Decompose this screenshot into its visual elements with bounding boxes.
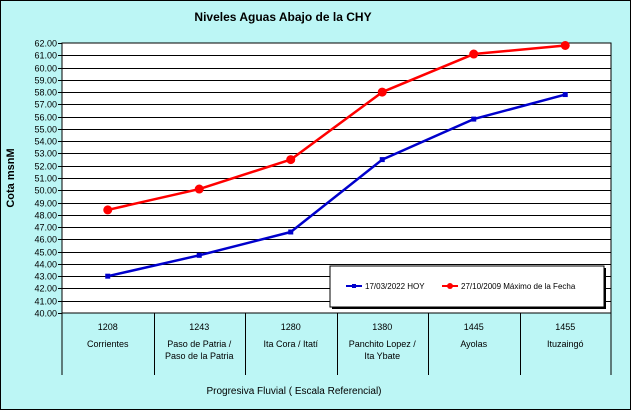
category-code-label: 1445 [464, 322, 484, 332]
series-layer [103, 40, 570, 279]
y-tick-label: 43.00 [34, 272, 57, 282]
chart-title: Niveles Aguas Abajo de la CHY [194, 10, 371, 24]
series-1-point [196, 252, 202, 258]
legend-swatch-marker [352, 284, 356, 288]
y-tick-label: 55.00 [34, 125, 57, 135]
y-tick-label: 50.00 [34, 186, 57, 196]
y-tick-label: 44.00 [34, 260, 57, 270]
series-2-point [469, 49, 479, 59]
y-tick-label: 46.00 [34, 235, 57, 245]
y-tick-label: 54.00 [34, 137, 57, 147]
y-tick-label: 47.00 [34, 223, 57, 233]
y-tick-label: 41.00 [34, 297, 57, 307]
series-2-point [560, 40, 570, 50]
y-tick-label: 53.00 [34, 149, 57, 159]
series-2-point [377, 87, 387, 97]
series-2-point [286, 155, 296, 165]
y-tick-label: 48.00 [34, 211, 57, 221]
series-1-point [288, 229, 294, 235]
legend-label: 27/10/2009 Máximo de la Fecha [461, 282, 576, 291]
category-name-label: Paso de la Patria [165, 351, 234, 361]
category-code-label: 1455 [555, 322, 575, 332]
y-tick-label: 51.00 [34, 174, 57, 184]
category-name-label: Panchito Lopez / [349, 339, 417, 349]
category-name-label: Corrientes [87, 339, 129, 349]
category-code-label: 1208 [98, 322, 118, 332]
legend-label: 17/03/2022 HOY [365, 282, 425, 291]
y-tick-label: 56.00 [34, 113, 57, 123]
y-tick-label: 57.00 [34, 100, 57, 110]
category-code-label: 1380 [372, 322, 392, 332]
legend-box [329, 265, 605, 308]
legend: 17/03/2022 HOY 27/10/2009 Máximo de la Fe… [329, 265, 606, 309]
category-code-label: 1243 [189, 322, 209, 332]
y-tick-label: 62.00 [34, 39, 57, 49]
x-axis-label: Progresiva Fluvial ( Escala Referencial) [206, 386, 381, 397]
y-tick-label: 59.00 [34, 76, 57, 86]
series-2-point [103, 205, 113, 215]
axis-layer: 40.00 41.00 42.00 43.00 44.00 45.00 46.00 47.00… [34, 39, 612, 375]
y-tick-label: 45.00 [34, 248, 57, 258]
y-tick-label: 42.00 [34, 284, 57, 294]
y-axis-label: Cota msnM [5, 148, 17, 207]
category-name-label: Paso de Patria / [167, 339, 232, 349]
series-1-point [471, 116, 477, 122]
series-1-point [562, 92, 568, 98]
series-1-point [379, 157, 385, 163]
y-tick-label: 49.00 [34, 199, 57, 209]
y-tick-label: 52.00 [34, 162, 57, 172]
y-tick-label: 58.00 [34, 88, 57, 98]
y-tick-label: 60.00 [34, 64, 57, 74]
series-line-2 [107, 44, 566, 212]
category-name-label: Ita Ybate [364, 351, 400, 361]
category-name-label: Ayolas [460, 339, 487, 349]
y-tick-label: 61.00 [34, 51, 57, 61]
y-tick-label: 40.00 [34, 309, 57, 319]
category-code-label: 1280 [281, 322, 301, 332]
legend-swatch-marker [447, 283, 453, 289]
series-1-point [105, 273, 111, 279]
series-2-point [194, 184, 204, 194]
series-line-1 [107, 93, 566, 278]
category-name-label: Ita Cora / Itatí [263, 339, 318, 349]
category-name-label: Ituzaingó [547, 339, 584, 349]
